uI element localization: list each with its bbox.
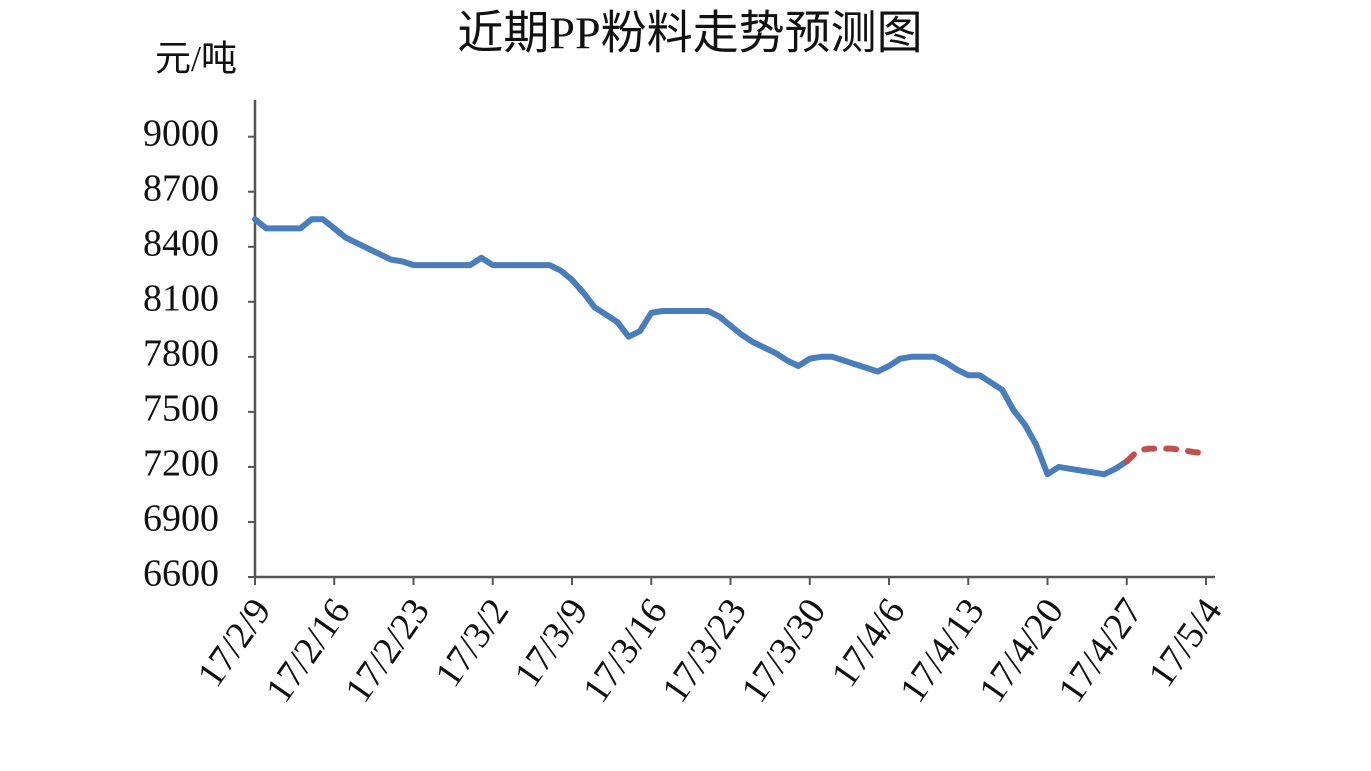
- x-tick-label: 17/4/13: [892, 591, 993, 710]
- y-tick-label: 7200: [143, 443, 219, 485]
- x-tick-label: 17/2/23: [337, 591, 438, 710]
- y-tick-label: 7800: [143, 333, 219, 375]
- chart-title: 近期PP粉料走势预测图: [457, 8, 922, 59]
- y-tick-label: 7500: [143, 388, 219, 430]
- series-line: [252, 216, 1130, 478]
- y-tick-label: 8100: [143, 278, 219, 320]
- x-tick-label: 17/4/20: [971, 591, 1072, 710]
- series-line: [1123, 445, 1209, 465]
- x-tick-label: 17/3/23: [654, 591, 755, 710]
- x-tick-label: 17/3/2: [427, 591, 517, 695]
- y-tick-label: 8400: [143, 222, 219, 264]
- x-tick-label: 17/3/30: [733, 591, 834, 710]
- y-tick-label: 9000: [143, 112, 219, 154]
- y-axis-unit: 元/吨: [155, 38, 237, 78]
- x-tick-label: 17/5/4: [1140, 591, 1230, 695]
- y-tick-label: 6600: [143, 553, 219, 595]
- x-tick-label: 17/4/27: [1050, 591, 1151, 710]
- x-tick-label: 17/3/16: [575, 591, 676, 710]
- y-tick-label: 8700: [143, 167, 219, 209]
- x-tick-label: 17/2/16: [258, 591, 359, 710]
- y-tick-label: 6900: [143, 498, 219, 540]
